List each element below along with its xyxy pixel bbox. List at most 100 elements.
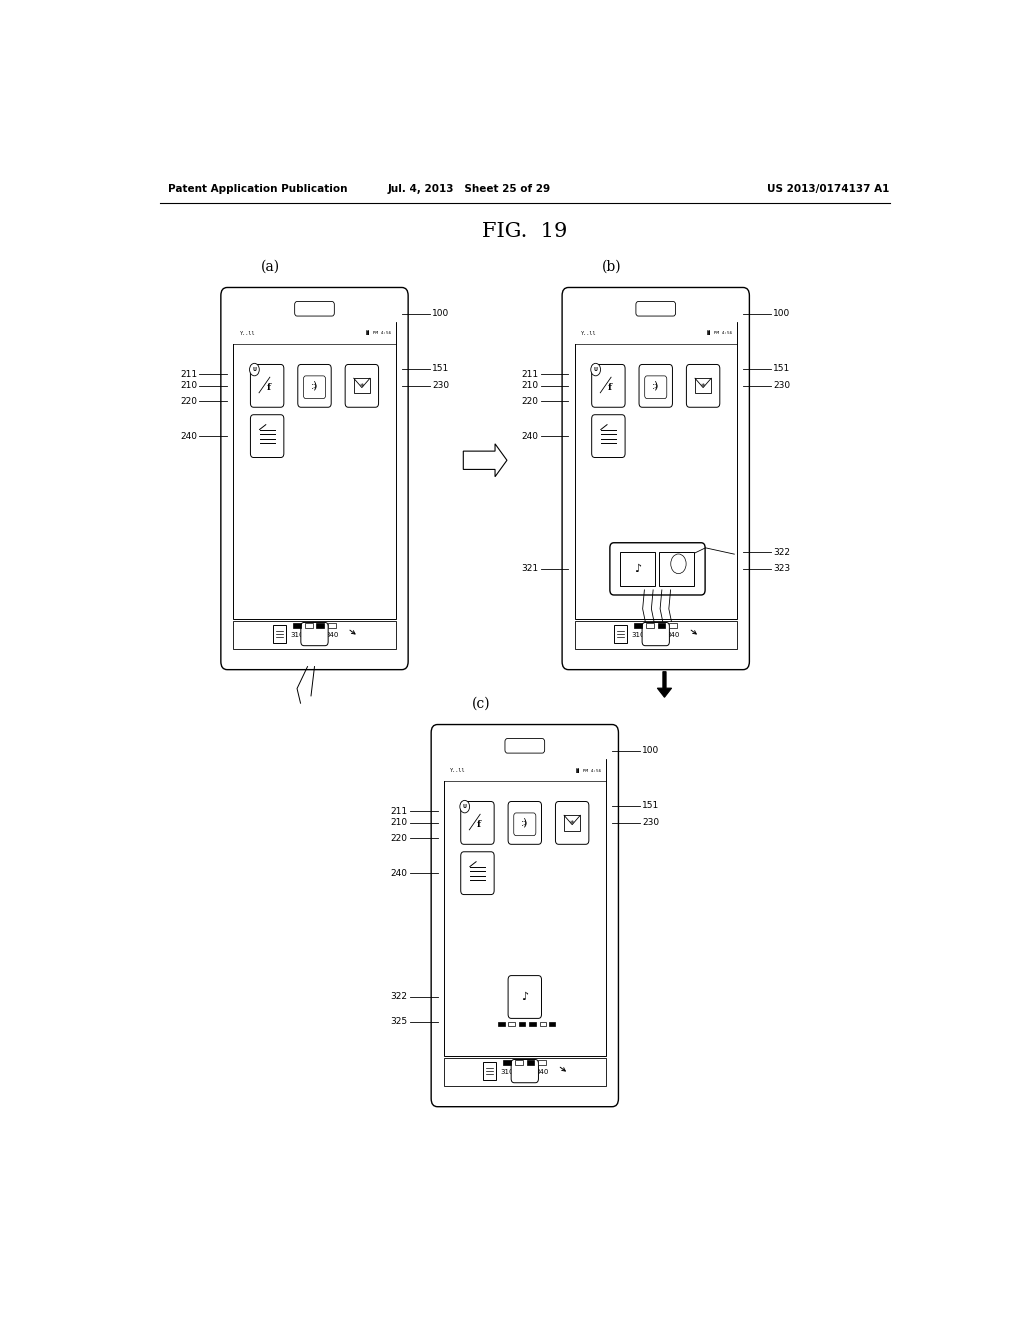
Bar (540, 1022, 547, 1027)
Text: *: * (570, 820, 574, 829)
Text: 322: 322 (773, 548, 791, 557)
Text: 220: 220 (521, 397, 539, 405)
Bar (574, 322, 737, 619)
Text: :): :) (521, 818, 528, 828)
Text: (a): (a) (261, 259, 281, 273)
Text: 220: 220 (180, 397, 197, 405)
FancyBboxPatch shape (483, 1063, 497, 1080)
FancyBboxPatch shape (505, 739, 545, 754)
Text: :): :) (522, 820, 527, 826)
FancyBboxPatch shape (610, 543, 706, 595)
Bar (328, 623, 336, 628)
Text: f: f (477, 820, 481, 829)
Text: :): :) (652, 381, 659, 391)
Text: 325: 325 (390, 1018, 408, 1027)
Circle shape (671, 554, 686, 574)
FancyBboxPatch shape (303, 376, 326, 399)
Text: ♪: ♪ (634, 564, 641, 574)
Bar (620, 552, 655, 586)
Text: Patent Application Publication: Patent Application Publication (168, 183, 347, 194)
Bar (519, 1022, 525, 1027)
Text: (c): (c) (472, 697, 490, 710)
Text: f: f (266, 383, 270, 392)
FancyBboxPatch shape (251, 414, 284, 458)
Bar (316, 623, 325, 628)
Text: 310: 310 (501, 1069, 514, 1076)
FancyBboxPatch shape (614, 626, 628, 643)
Text: 100: 100 (773, 309, 791, 318)
Text: 230: 230 (773, 381, 791, 391)
Text: 340: 340 (667, 632, 680, 639)
FancyBboxPatch shape (592, 364, 625, 408)
Bar (233, 322, 395, 345)
Bar (233, 322, 395, 619)
Bar (515, 1060, 523, 1065)
Bar (539, 1060, 546, 1065)
FancyBboxPatch shape (555, 801, 589, 845)
Text: Jul. 4, 2013   Sheet 25 of 29: Jul. 4, 2013 Sheet 25 of 29 (388, 183, 551, 194)
Text: :): :) (312, 383, 317, 389)
Bar (293, 623, 301, 628)
FancyBboxPatch shape (511, 1060, 539, 1082)
Text: 340: 340 (536, 1069, 549, 1076)
Circle shape (250, 363, 259, 376)
Bar (353, 379, 370, 393)
Text: 211: 211 (390, 807, 408, 816)
Bar (526, 1060, 535, 1065)
Bar (443, 1059, 606, 1086)
FancyArrow shape (463, 444, 507, 477)
Bar (443, 759, 606, 781)
Text: 100: 100 (642, 747, 659, 755)
FancyBboxPatch shape (273, 626, 286, 643)
Text: 100: 100 (432, 309, 450, 318)
Text: 320: 320 (302, 632, 315, 639)
Text: 210: 210 (390, 818, 408, 828)
Text: ▐▌ PM 4:56: ▐▌ PM 4:56 (574, 768, 601, 772)
FancyBboxPatch shape (592, 414, 625, 458)
Text: 211: 211 (521, 370, 539, 379)
Bar (504, 1060, 511, 1065)
FancyBboxPatch shape (508, 975, 542, 1019)
FancyBboxPatch shape (461, 851, 495, 895)
Text: *: * (359, 383, 364, 392)
Circle shape (460, 800, 470, 813)
Text: Y..ll: Y..ll (451, 768, 466, 772)
Bar (498, 1022, 505, 1027)
Text: Y..ll: Y..ll (240, 330, 255, 335)
Text: 151: 151 (773, 364, 791, 374)
Text: 151: 151 (432, 364, 450, 374)
Text: ⊙: ⊙ (673, 564, 681, 574)
Circle shape (640, 304, 647, 314)
Bar (564, 816, 581, 830)
FancyBboxPatch shape (562, 288, 750, 669)
Text: 340: 340 (326, 632, 339, 639)
Text: ▐▌ PM 4:56: ▐▌ PM 4:56 (365, 331, 391, 335)
Text: 330: 330 (654, 632, 669, 639)
Bar (574, 622, 737, 648)
FancyBboxPatch shape (645, 376, 667, 399)
Text: 310: 310 (290, 632, 304, 639)
FancyBboxPatch shape (301, 623, 328, 645)
Text: :): :) (311, 381, 318, 391)
Text: *: * (701, 383, 706, 392)
Bar (657, 623, 666, 628)
Text: US 2013/0174137 A1: US 2013/0174137 A1 (767, 183, 890, 194)
FancyBboxPatch shape (461, 801, 495, 845)
Text: 220: 220 (390, 834, 408, 842)
Text: U: U (463, 804, 467, 809)
Text: 330: 330 (524, 1069, 538, 1076)
Bar (443, 759, 606, 1056)
FancyBboxPatch shape (298, 364, 331, 408)
Bar (549, 1022, 555, 1027)
FancyBboxPatch shape (345, 364, 379, 408)
Text: 210: 210 (521, 381, 539, 391)
Bar (233, 622, 395, 648)
Text: 322: 322 (390, 993, 408, 1002)
FancyBboxPatch shape (642, 623, 670, 645)
Text: 321: 321 (521, 565, 539, 573)
FancyBboxPatch shape (251, 364, 284, 408)
Bar (659, 552, 694, 586)
Bar (574, 322, 737, 345)
Bar (529, 1022, 536, 1027)
Text: 240: 240 (180, 432, 197, 441)
